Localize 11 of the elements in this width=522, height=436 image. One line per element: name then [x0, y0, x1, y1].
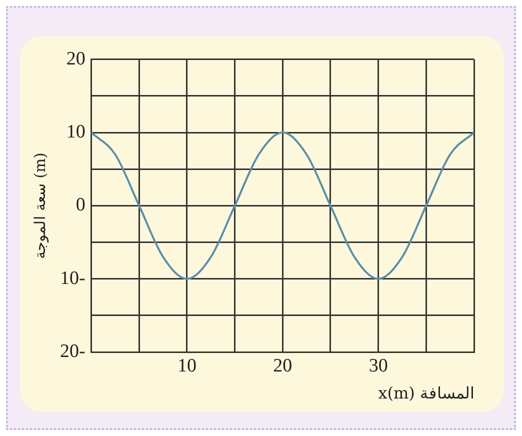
y-tick-label: 10 [66, 122, 86, 143]
y-tick-label: 10- [60, 268, 86, 289]
x-tick-label: 30 [368, 355, 388, 376]
y-tick-label: 20- [60, 340, 86, 362]
x-tick-label: 20 [273, 355, 292, 376]
y-axis-title: سعة الموجة (m) [30, 152, 49, 259]
x-tick-label: 10 [177, 355, 196, 376]
y-tick-label: 20 [66, 48, 86, 70]
x-axis-title: x(m) المسافة [378, 384, 474, 403]
line-series [91, 132, 474, 280]
y-tick-label: 0 [76, 194, 86, 216]
